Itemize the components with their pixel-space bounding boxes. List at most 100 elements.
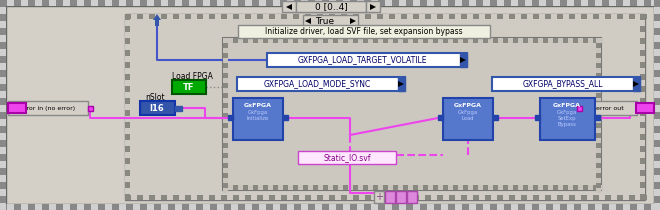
Bar [91, 204, 98, 210]
Bar [313, 185, 318, 190]
Bar [119, 0, 126, 6]
Bar [0, 28, 6, 35]
Bar [373, 38, 378, 43]
Bar [515, 195, 521, 200]
Bar [434, 0, 441, 6]
Bar [521, 14, 527, 19]
Bar [461, 14, 467, 19]
Bar [640, 182, 645, 188]
Bar [343, 185, 348, 190]
Bar [538, 185, 543, 190]
Bar [293, 14, 299, 19]
Bar [393, 185, 398, 190]
Bar [551, 195, 557, 200]
Bar [578, 185, 583, 190]
Bar [258, 185, 263, 190]
Bar [574, 0, 581, 6]
Bar [483, 185, 488, 190]
Bar [189, 0, 196, 6]
Bar [168, 204, 175, 210]
Text: GxFpga: GxFpga [557, 109, 577, 114]
Bar [588, 0, 595, 6]
Bar [298, 151, 396, 164]
Bar [273, 185, 278, 190]
Bar [658, 0, 660, 6]
Bar [257, 195, 263, 200]
Bar [365, 195, 371, 200]
Bar [363, 38, 368, 43]
Bar [403, 185, 408, 190]
Bar [455, 14, 461, 19]
Bar [223, 98, 228, 103]
Bar [654, 0, 660, 7]
Text: GxFPGA: GxFPGA [553, 102, 581, 108]
Bar [125, 110, 130, 116]
Bar [125, 194, 130, 200]
Bar [420, 0, 427, 6]
Bar [654, 126, 660, 133]
Bar [635, 14, 641, 19]
Bar [558, 185, 563, 190]
Bar [223, 158, 228, 163]
Bar [654, 133, 660, 140]
Bar [315, 0, 322, 6]
Bar [498, 38, 503, 43]
Bar [595, 115, 600, 120]
Bar [125, 122, 130, 128]
Bar [231, 204, 238, 210]
Bar [364, 0, 371, 6]
Bar [543, 185, 548, 190]
Bar [322, 0, 329, 6]
Bar [511, 0, 518, 6]
Bar [257, 14, 263, 19]
Bar [388, 185, 393, 190]
Bar [125, 128, 130, 134]
Bar [224, 0, 231, 6]
Bar [448, 38, 453, 43]
Bar [595, 204, 602, 210]
Bar [311, 14, 317, 19]
Bar [582, 101, 637, 115]
Bar [427, 0, 434, 6]
Bar [490, 0, 497, 6]
Bar [203, 0, 210, 6]
Bar [443, 195, 449, 200]
Bar [248, 185, 253, 190]
Bar [581, 195, 587, 200]
Bar [483, 0, 490, 6]
Bar [0, 56, 6, 63]
Bar [654, 140, 660, 147]
Bar [596, 78, 601, 83]
Bar [636, 103, 654, 113]
Bar [223, 93, 228, 98]
Bar [125, 92, 130, 98]
Bar [611, 195, 617, 200]
Bar [560, 0, 567, 6]
Text: Initialize driver, load SVF file, set expansion bypass: Initialize driver, load SVF file, set ex… [265, 26, 463, 35]
Bar [209, 14, 215, 19]
Bar [303, 15, 358, 27]
Bar [280, 204, 287, 210]
Bar [637, 0, 644, 6]
Bar [573, 185, 578, 190]
Bar [551, 14, 557, 19]
Bar [449, 195, 455, 200]
Bar [154, 204, 161, 210]
Bar [533, 38, 538, 43]
Bar [70, 0, 77, 6]
Bar [335, 14, 341, 19]
Bar [221, 14, 227, 19]
Bar [640, 38, 645, 44]
Bar [348, 38, 353, 43]
Bar [567, 204, 574, 210]
Bar [383, 195, 389, 200]
Bar [0, 189, 6, 196]
Bar [491, 14, 497, 19]
Bar [223, 38, 601, 190]
Bar [125, 56, 130, 62]
Bar [323, 185, 328, 190]
Bar [654, 119, 660, 126]
Bar [578, 38, 583, 43]
Bar [154, 0, 161, 6]
Bar [583, 38, 588, 43]
